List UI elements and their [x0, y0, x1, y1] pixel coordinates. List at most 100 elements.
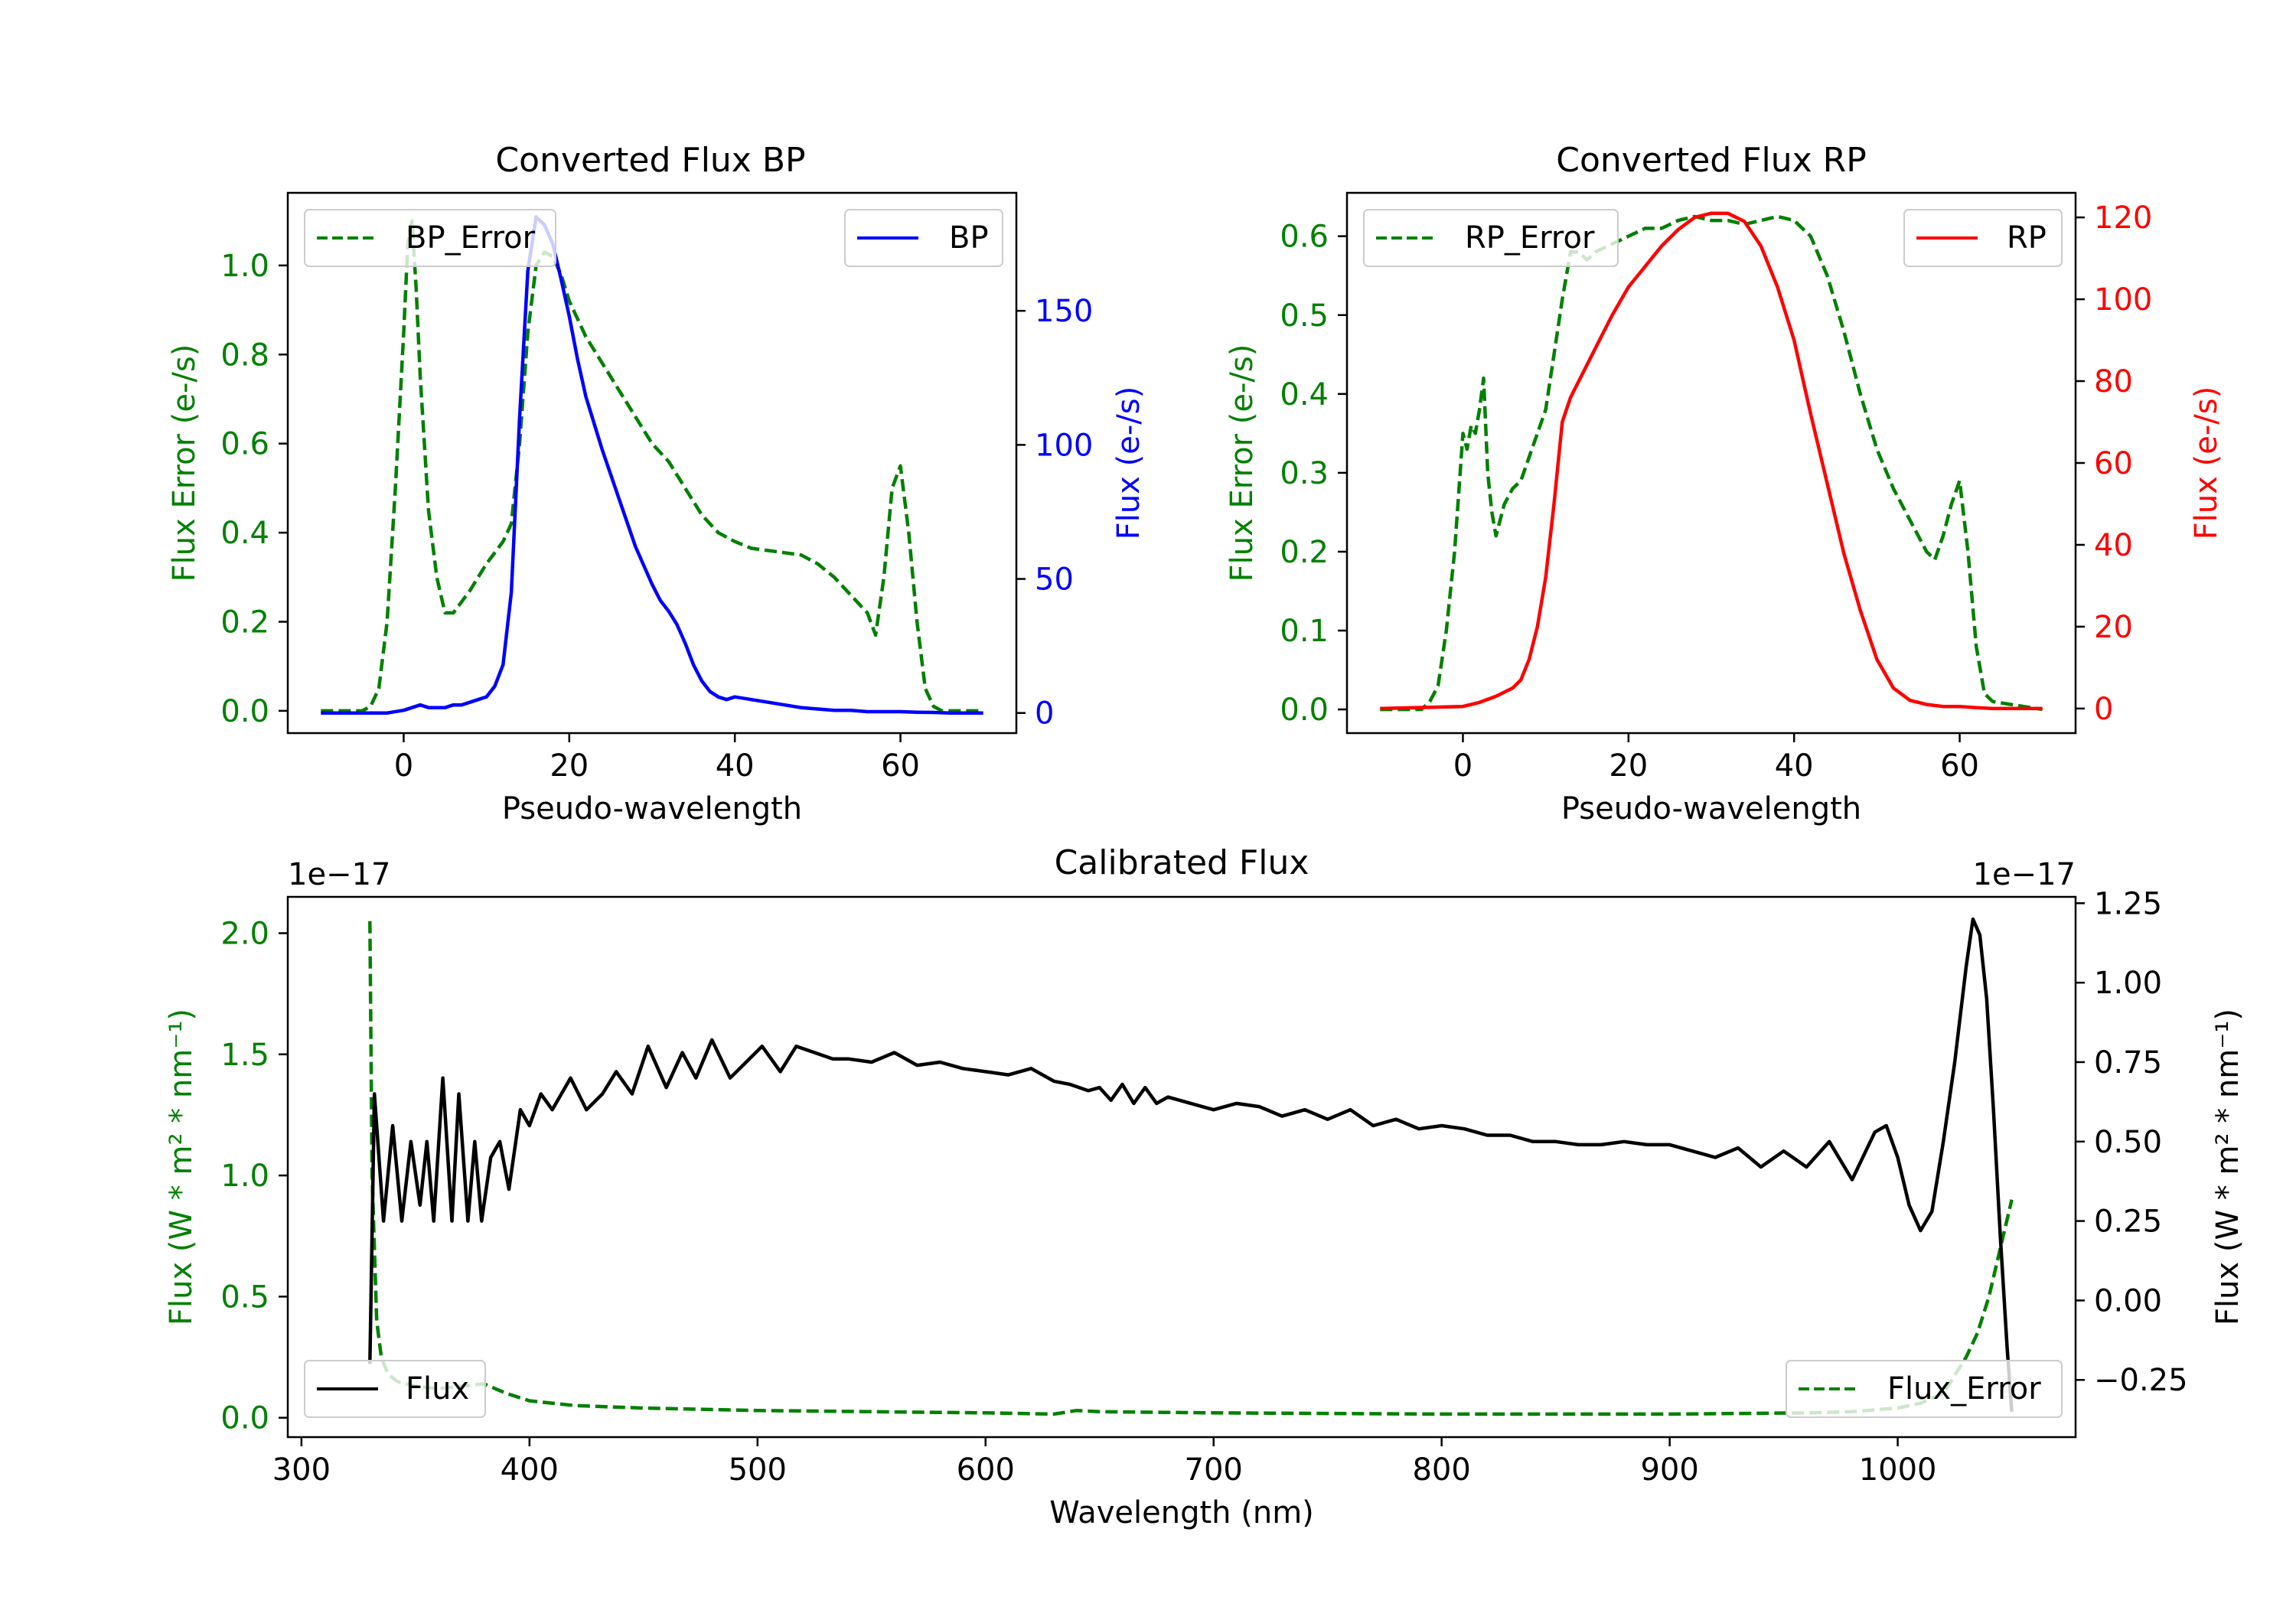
bp-y-left-tick-label: 0.0 [220, 694, 269, 729]
bp-y-ticks-left: 0.0 0.2 0.4 0.6 0.8 1.0 [220, 249, 288, 729]
cal-legend-error: Flux_Error [1786, 1360, 2063, 1418]
bp-y-left-tick-label: 0.6 [220, 427, 269, 462]
rp-y-left-tick-label: 0.4 [1280, 377, 1329, 412]
rp-legend-flux-label: RP [2007, 220, 2047, 256]
cal-x-tick-label: 400 [501, 1452, 559, 1488]
rp-x-tick-label: 0 [1453, 748, 1473, 784]
bp-title: Converted Flux BP [495, 141, 805, 180]
bp-x-ticks: 0 20 40 60 [394, 733, 920, 784]
bp-y-right-tick-label: 100 [1035, 428, 1093, 463]
bp-legend-flux-box [844, 209, 1003, 267]
bp-y-right-tick-label: 50 [1035, 562, 1074, 598]
rp-x-ticks: 0 20 40 60 [1453, 733, 1979, 784]
cal-series-flux [368, 917, 2014, 1412]
rp-y-ticks-right: 0 20 40 60 80 100 120 [2076, 200, 2152, 727]
bp-y-left-tick-label: 0.8 [220, 337, 269, 373]
bp-legend-error-box [304, 209, 556, 267]
cal-axes-frame [286, 895, 2077, 1439]
cal-y-left-tick-label: 0.5 [220, 1279, 269, 1315]
rp-series-rp-error [1380, 214, 2043, 712]
cal-legend-error-label: Flux_Error [1887, 1371, 2041, 1407]
rp-y-left-tick-label: 0.5 [1280, 298, 1329, 334]
cal-offset-right: 1e−17 [1973, 857, 2076, 892]
cal-y-right-tick-label: 1.25 [2094, 886, 2162, 921]
cal-x-tick-label: 1000 [1859, 1452, 1937, 1488]
cal-x-tick-label: 500 [729, 1452, 787, 1488]
bp-panel: Converted Flux BP 0 20 40 60 0.00.20.40.60.… [167, 141, 1146, 826]
bp-x-tick-label: 0 [394, 748, 413, 784]
cal-y-ticks-right: −0.25 0.00 0.25 0.50 0.75 1.00 1.25 [2076, 886, 2188, 1398]
bp-y-right-tick-label: 0 [1035, 696, 1054, 732]
bp-x-tick-label: 40 [716, 748, 755, 784]
rp-y-right-tick-label: 0 [2094, 692, 2113, 727]
rp-legend-flux: RP [1903, 209, 2063, 267]
bp-y-left-tick-label: 0.4 [220, 516, 269, 551]
bp-y-right-tick-label: 150 [1035, 294, 1093, 329]
rp-series-rp [1380, 211, 2043, 711]
rp-y-right-tick-label: 120 [2094, 200, 2152, 236]
bp-axes-frame [286, 191, 1018, 735]
cal-x-axis-label: Wavelength (nm) [1049, 1495, 1314, 1530]
bp-y-ticks-right: 0 50 100 150 [1016, 294, 1093, 732]
rp-x-tick-label: 60 [1940, 748, 1979, 784]
cal-y-ticks-left: 0.0 0.5 1.0 1.5 2.0 [220, 916, 288, 1436]
rp-y-left-tick-label: 0.2 [1280, 535, 1329, 570]
cal-x-tick-label: 700 [1185, 1452, 1243, 1488]
cal-y-axis-label-left: Flux (W * m² * nm⁻¹) [164, 1009, 199, 1325]
cal-y-right-tick-label: 0.50 [2094, 1125, 2162, 1160]
rp-x-tick-label: 40 [1775, 748, 1814, 784]
rp-legend-error-box [1363, 209, 1619, 267]
rp-y-right-tick-label: 20 [2094, 610, 2133, 645]
rp-y-right-tick-label: 100 [2094, 282, 2152, 318]
bp-y-left-tick-label: 1.0 [220, 249, 269, 284]
rp-title: Converted Flux RP [1556, 141, 1867, 180]
rp-y-left-tick-label: 0.3 [1280, 456, 1329, 491]
bp-x-axis-label: Pseudo-wavelength [502, 791, 802, 826]
bp-y-axis-label-right: Flux (e-/s) [1111, 386, 1146, 539]
cal-legend-flux: Flux [304, 1360, 486, 1418]
cal-y-left-tick-label: 1.5 [220, 1038, 269, 1073]
bp-series-bp [321, 215, 983, 715]
cal-x-ticks: 300 400 500 600 700 800 900 1000 [272, 1437, 1937, 1488]
rp-y-left-tick-label: 0.6 [1280, 220, 1329, 255]
cal-y-right-tick-label: 1.00 [2094, 966, 2162, 1001]
bp-x-tick-label: 60 [881, 748, 920, 784]
cal-title: Calibrated Flux [1055, 843, 1309, 882]
cal-legend-flux-box [304, 1360, 486, 1418]
bp-legend-error-label: BP_Error [406, 220, 536, 256]
bp-y-left-tick-label: 0.2 [220, 605, 269, 640]
rp-legend-flux-box [1903, 209, 2063, 267]
cal-y-left-tick-label: 2.0 [220, 916, 269, 951]
rp-y-ticks-left: 0.0 0.1 0.2 0.3 0.4 0.5 0.6 [1280, 220, 1347, 728]
cal-y-axis-label-right: Flux (W * m² * nm⁻¹) [2210, 1009, 2245, 1325]
rp-y-right-tick-label: 40 [2094, 528, 2133, 563]
bp-series-layer [321, 215, 983, 715]
cal-y-left-tick-label: 1.0 [220, 1159, 269, 1194]
rp-x-tick-label: 20 [1609, 748, 1648, 784]
bp-y-axis-label-left: Flux Error (e-/s) [167, 344, 202, 582]
rp-x-axis-label: Pseudo-wavelength [1561, 791, 1861, 826]
cal-y-right-tick-label: 0.25 [2094, 1204, 2162, 1240]
rp-legend-error: RP_Error [1363, 209, 1619, 267]
rp-y-right-tick-label: 60 [2094, 446, 2133, 481]
cal-panel: Calibrated Flux 1e−17 1e−17 300 400 500 600… [164, 843, 2245, 1530]
rp-series-layer [1380, 211, 2043, 712]
cal-y-right-tick-label: −0.25 [2094, 1363, 2188, 1398]
bp-legend-error: BP_Error [304, 209, 556, 267]
cal-legend-error-box [1786, 1360, 2063, 1418]
rp-legend-error-label: RP_Error [1465, 220, 1595, 256]
cal-x-tick-label: 600 [957, 1452, 1015, 1488]
cal-y-right-tick-label: 0.75 [2094, 1045, 2162, 1081]
cal-x-tick-label: 300 [272, 1452, 331, 1488]
cal-y-left-tick-label: 0.0 [220, 1401, 269, 1436]
rp-y-left-tick-label: 0.1 [1280, 614, 1329, 649]
rp-y-right-tick-label: 80 [2094, 364, 2133, 399]
cal-y-right-tick-label: 0.00 [2094, 1283, 2162, 1319]
cal-x-tick-label: 900 [1640, 1452, 1698, 1488]
rp-y-axis-label-left: Flux Error (e-/s) [1225, 344, 1260, 582]
cal-offset-left: 1e−17 [288, 857, 390, 892]
rp-y-axis-label-right: Flux (e-/s) [2189, 386, 2224, 539]
rp-y-left-tick-label: 0.0 [1280, 693, 1329, 728]
bp-x-tick-label: 20 [550, 748, 589, 784]
